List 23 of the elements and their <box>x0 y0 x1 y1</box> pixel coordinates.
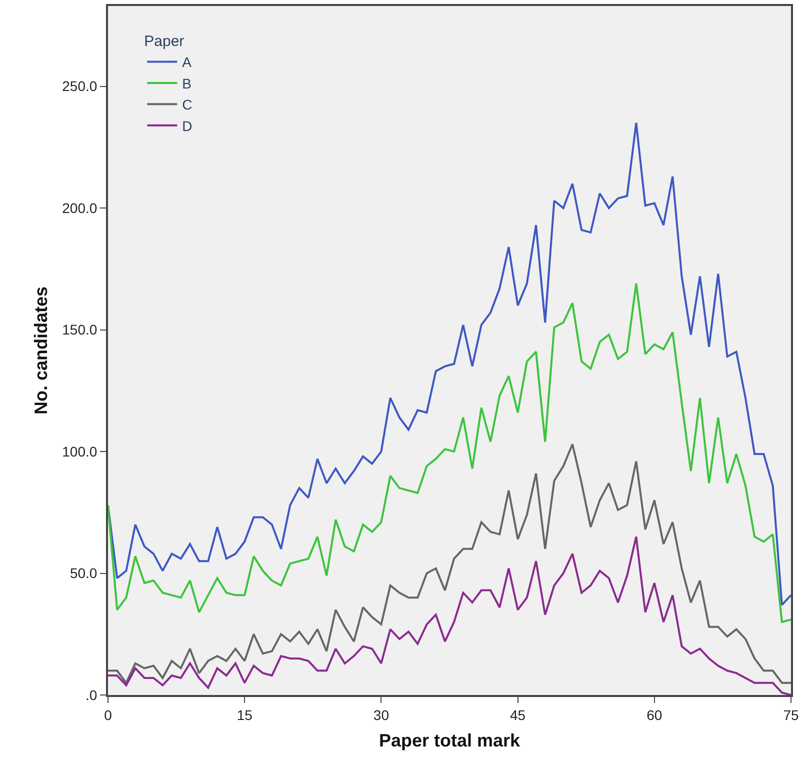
x-tick-label: 75 <box>783 706 799 723</box>
x-tick-label: 15 <box>236 706 253 723</box>
legend-title: Paper <box>144 33 184 50</box>
y-tick-label: 250.0 <box>62 78 98 94</box>
x-axis-title: Paper total mark <box>378 730 522 750</box>
y-tick-label: 150.0 <box>62 322 98 338</box>
legend-label: D <box>182 118 192 134</box>
line-series <box>108 282 791 623</box>
legend-label: B <box>182 75 192 92</box>
y-tick-label: 50.0 <box>70 565 98 582</box>
x-tick-label: 60 <box>646 706 662 723</box>
legend-label: C <box>182 96 192 113</box>
x-tick-label: 0 <box>104 706 112 723</box>
x-tick-label: 45 <box>510 706 526 723</box>
line-series <box>108 443 791 684</box>
legend-label: A <box>182 54 192 70</box>
line-series <box>108 122 791 606</box>
y-tick-label: 200.0 <box>62 200 98 216</box>
y-tick-label: .0 <box>86 686 98 703</box>
line-series <box>108 536 791 695</box>
x-tick-label: 30 <box>373 706 390 723</box>
y-axis-title: No. candidates <box>30 286 51 415</box>
y-tick-label: 100.0 <box>62 443 98 460</box>
